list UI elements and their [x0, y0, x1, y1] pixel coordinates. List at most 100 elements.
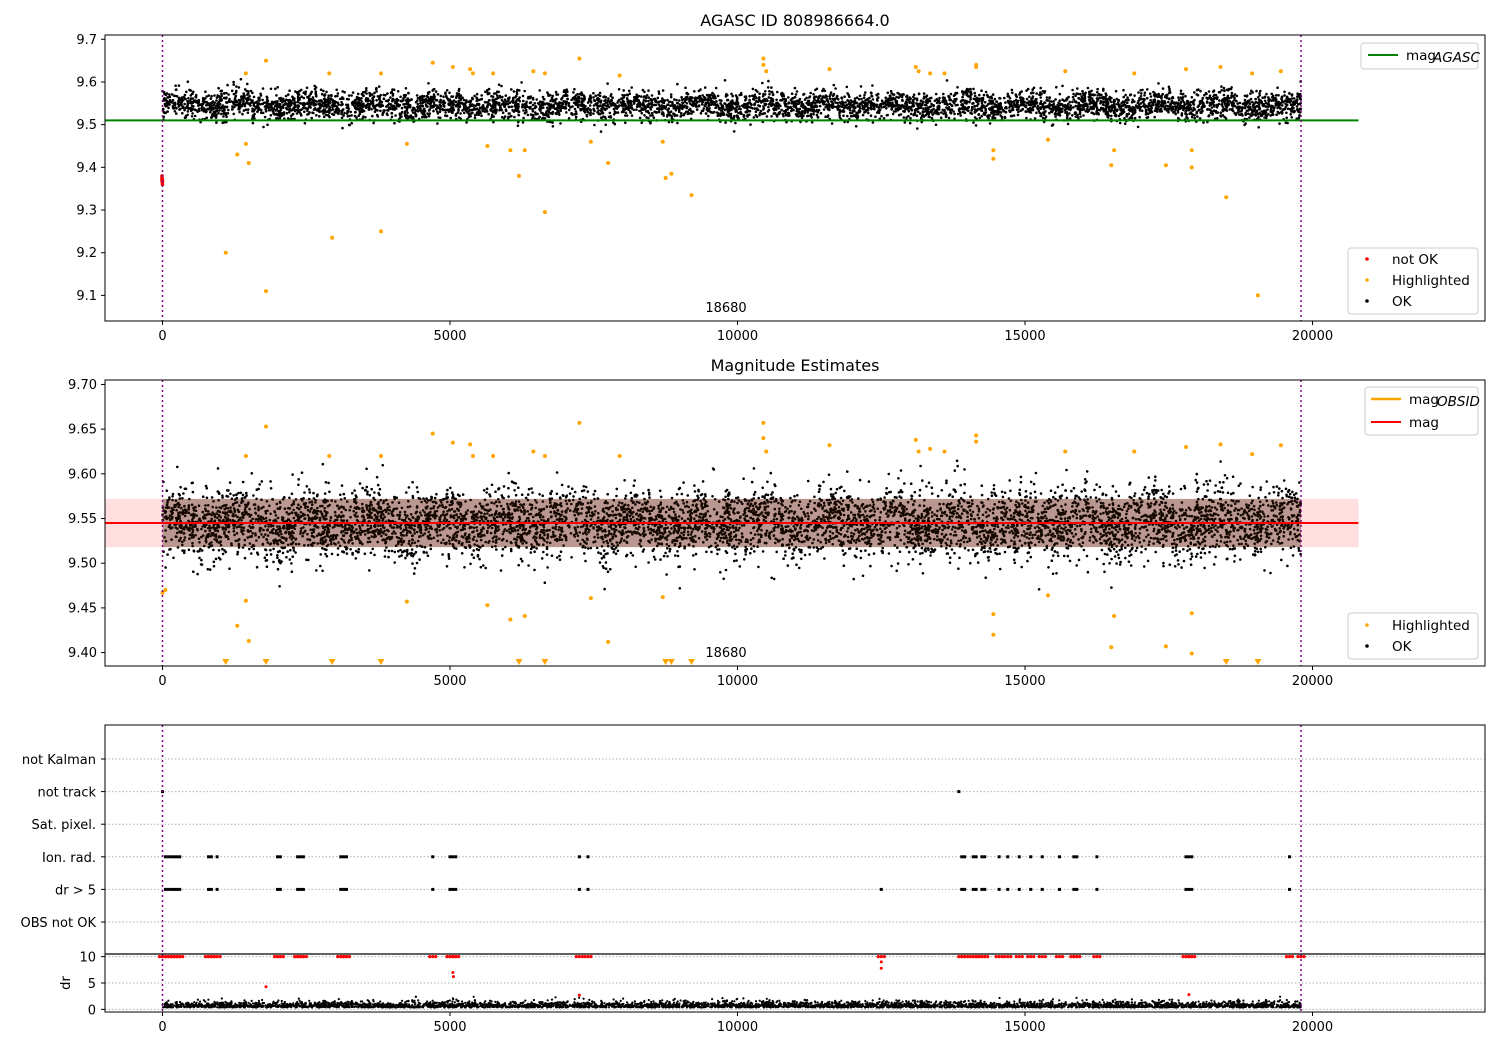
ok-point — [688, 100, 691, 103]
ok-point — [1048, 100, 1052, 103]
ok-point — [1110, 114, 1113, 118]
ok-point — [1241, 102, 1245, 106]
ok-point — [1253, 113, 1257, 116]
ok-point — [232, 100, 236, 104]
ok-point — [1203, 94, 1206, 97]
ok-point — [1290, 107, 1294, 110]
ok-point — [569, 105, 573, 109]
ok-point — [978, 93, 981, 97]
ok-point — [504, 94, 508, 97]
ok-point — [224, 97, 228, 100]
ok-point — [796, 112, 800, 115]
ok-point — [1222, 98, 1225, 101]
ok-point — [1096, 99, 1099, 102]
ok-point — [459, 112, 462, 115]
ok-point — [561, 102, 565, 105]
ok-point — [285, 111, 289, 115]
ok-point — [502, 101, 506, 104]
ok-point — [470, 112, 473, 115]
ok-point — [518, 99, 521, 103]
ok-point — [1035, 111, 1038, 115]
ok-point — [1289, 113, 1292, 116]
ok-point — [306, 109, 309, 113]
ok-point — [770, 90, 774, 94]
ok-point — [855, 111, 858, 115]
ok-point — [1114, 89, 1118, 93]
ok-point — [524, 108, 528, 112]
ok-point — [1054, 98, 1057, 101]
ok-point — [972, 97, 976, 101]
ok-point — [335, 88, 339, 92]
ok-point — [898, 104, 902, 107]
ok-point — [892, 93, 896, 96]
ok-point — [748, 109, 752, 113]
ok-point — [448, 91, 451, 95]
ok-point — [1166, 104, 1170, 108]
ok-point — [251, 121, 255, 125]
ok-point — [1042, 107, 1046, 111]
ok-point — [1265, 92, 1268, 96]
ok-point — [1207, 90, 1211, 93]
ok-point — [1263, 95, 1267, 99]
ok-point — [828, 97, 832, 101]
ok-point — [843, 95, 846, 98]
ok-point — [342, 114, 345, 117]
ok-point — [493, 105, 497, 109]
ok-point — [1080, 95, 1083, 98]
ok-point — [1271, 99, 1275, 102]
ok-point — [755, 100, 758, 103]
ok-point — [215, 99, 218, 102]
ok-point — [1025, 97, 1029, 101]
ok-point — [990, 112, 994, 115]
ok-point — [1068, 112, 1071, 115]
ok-point — [371, 114, 374, 118]
ok-point — [1175, 105, 1179, 108]
ok-point — [533, 102, 537, 105]
ok-point — [323, 94, 326, 97]
ok-point — [729, 114, 733, 118]
ok-point — [444, 91, 447, 94]
ok-point — [1014, 98, 1018, 102]
ok-point — [919, 99, 923, 103]
ok-point — [695, 108, 699, 111]
ok-point — [475, 99, 479, 102]
ok-point — [168, 93, 171, 96]
ok-point — [496, 96, 500, 100]
ok-point — [1060, 103, 1064, 106]
ok-point — [370, 107, 373, 111]
ok-point — [609, 115, 612, 118]
ok-point — [715, 106, 718, 109]
ok-point — [948, 109, 952, 112]
ok-point — [987, 114, 990, 117]
ok-point — [177, 99, 180, 102]
ok-point — [1150, 106, 1153, 110]
ok-point — [1039, 86, 1042, 90]
ok-point — [246, 96, 250, 100]
ok-point — [785, 113, 788, 117]
ok-point — [251, 107, 254, 111]
ok-point — [1105, 105, 1108, 109]
ok-point — [1124, 93, 1127, 97]
ok-point — [576, 92, 579, 96]
ok-point — [782, 94, 786, 98]
ok-point — [1039, 96, 1042, 99]
ok-point — [1125, 115, 1129, 118]
ok-point — [1195, 112, 1198, 115]
ok-point — [351, 91, 355, 94]
ok-point — [438, 100, 441, 104]
ok-point — [846, 92, 849, 95]
ok-point — [724, 103, 727, 106]
ok-point — [1278, 122, 1281, 125]
ok-point — [757, 104, 760, 107]
ok-point — [1052, 100, 1055, 103]
ok-point — [350, 121, 354, 125]
ok-point — [1226, 94, 1230, 98]
ok-point — [1114, 113, 1118, 117]
ok-point — [967, 90, 970, 93]
ok-point — [739, 107, 742, 111]
ok-point — [636, 103, 639, 106]
ok-point — [1030, 97, 1033, 100]
ok-point — [278, 113, 281, 116]
ok-point — [457, 89, 461, 93]
ok-point — [1083, 102, 1087, 105]
